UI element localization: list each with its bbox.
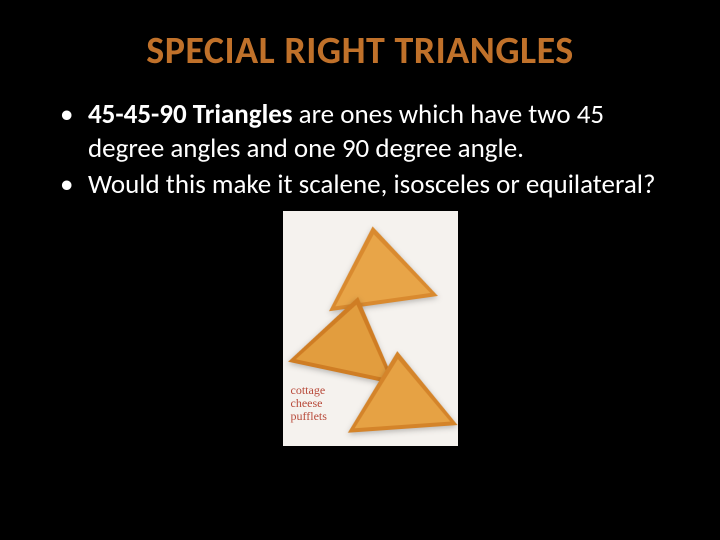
image-container: cottage cheese pufflets bbox=[60, 211, 680, 446]
photo-caption: cottage cheese pufflets bbox=[291, 384, 327, 422]
bullet-bold-lead: 45-45-90 Triangles bbox=[88, 98, 293, 131]
bullet-item: 45-45-90 Triangles are ones which have t… bbox=[60, 98, 680, 166]
bullet-list: 45-45-90 Triangles are ones which have t… bbox=[60, 98, 680, 201]
slide-title: SPECIAL RIGHT TRIANGLES bbox=[0, 0, 720, 98]
bullet-text: Would this make it scalene, isosceles or… bbox=[88, 168, 655, 201]
triangle-pastry-icon bbox=[342, 348, 457, 433]
slide-body: 45-45-90 Triangles are ones which have t… bbox=[0, 98, 720, 446]
pastry-photo: cottage cheese pufflets bbox=[283, 211, 458, 446]
bullet-item: Would this make it scalene, isosceles or… bbox=[60, 168, 680, 202]
